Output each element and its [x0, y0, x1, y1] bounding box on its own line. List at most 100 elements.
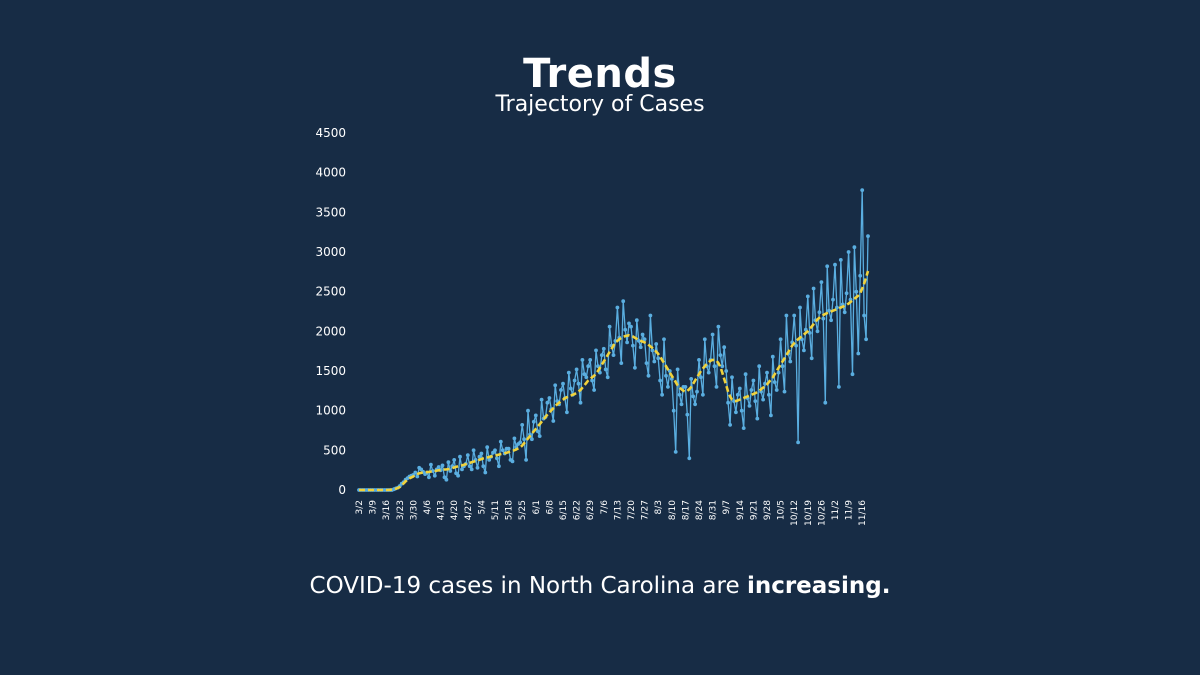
daily-case-point — [778, 337, 783, 342]
daily-case-point — [469, 467, 474, 472]
daily-case-point — [679, 402, 684, 407]
daily-case-point — [685, 412, 690, 417]
daily-case-point — [539, 397, 544, 402]
x-axis: 3/2 3/9 3/16 3/23 3/30 4/6 4/13 4/20 4/27 5/4 5/11… — [355, 500, 868, 526]
daily-case-point — [716, 324, 721, 329]
daily-case-point — [477, 454, 482, 459]
daily-case-point — [458, 454, 462, 459]
daily-case-point — [642, 337, 647, 342]
chart-subtitle: Trajectory of Cases — [495, 92, 705, 117]
daily-case-point — [547, 396, 552, 400]
daily-case-point — [770, 354, 775, 359]
daily-case-point — [440, 463, 445, 468]
daily-case-point — [837, 385, 841, 389]
daily-case-point — [436, 465, 441, 469]
daily-case-point — [817, 310, 822, 315]
daily-case-point — [518, 440, 523, 445]
daily-case-point — [788, 359, 793, 364]
caption-emphasis: increasing. — [746, 573, 891, 599]
daily-case-point — [815, 329, 820, 334]
daily-case-point — [512, 436, 517, 441]
daily-case-point — [465, 453, 470, 457]
x-tick-label: 5/4 — [477, 500, 487, 515]
x-tick-label: 3/2 — [355, 500, 365, 514]
daily-case-point — [588, 358, 593, 362]
daily-case-point — [615, 305, 620, 310]
daily-case-point — [415, 474, 420, 479]
daily-case-point — [852, 245, 857, 250]
daily-case-point — [500, 448, 505, 453]
x-tick-label: 3/30 — [409, 500, 419, 520]
daily-case-point — [821, 316, 826, 321]
daily-case-point — [755, 416, 760, 421]
daily-case-point — [660, 392, 664, 397]
daily-case-point — [691, 394, 696, 399]
daily-case-point — [475, 465, 480, 470]
x-tick-label: 5/25 — [518, 500, 528, 520]
daily-case-point — [753, 399, 758, 403]
daily-case-point — [524, 458, 528, 462]
daily-case-point — [739, 408, 744, 413]
daily-case-point — [427, 475, 431, 480]
daily-case-point — [545, 400, 550, 405]
y-tick-label: 500 — [323, 443, 346, 457]
daily-case-point — [782, 389, 787, 394]
daily-case-point — [520, 423, 525, 427]
daily-case-point — [866, 234, 870, 239]
x-tick-label: 8/17 — [681, 500, 691, 520]
daily-case-point — [664, 373, 668, 378]
daily-case-point — [743, 372, 748, 377]
daily-case-point — [631, 343, 635, 348]
y-tick-label: 3000 — [315, 245, 346, 259]
x-tick-label: 6/1 — [532, 500, 542, 514]
daily-case-point — [831, 297, 835, 302]
x-tick-label: 8/24 — [695, 500, 705, 520]
daily-case-point — [652, 359, 657, 364]
x-tick-label: 5/11 — [491, 500, 501, 520]
x-tick-label: 9/7 — [722, 500, 732, 514]
daily-case-point — [413, 470, 418, 475]
daily-case-point — [650, 348, 655, 353]
daily-case-point — [644, 361, 649, 365]
daily-case-point — [605, 375, 610, 380]
x-tick-label: 11/9 — [845, 500, 855, 520]
x-tick-label: 4/6 — [423, 500, 433, 515]
daily-case-point — [568, 386, 573, 391]
daily-cases-line — [359, 189, 869, 491]
daily-case-point — [592, 388, 596, 392]
daily-case-point — [757, 364, 762, 369]
daily-case-point — [565, 410, 569, 415]
daily-case-point — [677, 392, 682, 397]
x-tick-label: 8/31 — [709, 500, 719, 520]
daily-case-point — [675, 367, 680, 372]
x-tick-label: 6/29 — [586, 500, 596, 520]
daily-case-point — [712, 364, 717, 369]
daily-case-point — [582, 372, 587, 377]
daily-case-point — [444, 477, 449, 482]
x-tick-label: 9/14 — [736, 500, 746, 520]
x-tick-label: 3/16 — [382, 500, 392, 520]
daily-case-point — [456, 473, 460, 478]
daily-case-point — [578, 400, 583, 405]
daily-case-point — [823, 400, 828, 405]
daily-case-point — [741, 426, 746, 430]
daily-case-point — [452, 458, 457, 462]
y-tick-label: 2000 — [315, 324, 346, 338]
daily-case-point — [533, 413, 538, 418]
y-tick-label: 3500 — [315, 205, 346, 219]
daily-case-point — [844, 291, 849, 296]
average-cases-line — [359, 270, 870, 492]
daily-case-point — [776, 370, 781, 375]
x-tick-label: 6/22 — [573, 500, 583, 520]
x-tick-label: 11/16 — [858, 500, 868, 526]
daily-case-point — [829, 318, 833, 323]
daily-case-point — [726, 400, 730, 405]
daily-case-point — [728, 423, 732, 427]
daily-case-point — [629, 324, 633, 329]
daily-case-point — [493, 448, 497, 453]
daily-case-point — [864, 337, 868, 342]
daily-case-point — [531, 419, 536, 424]
daily-case-point — [638, 345, 643, 350]
daily-case-point — [429, 462, 433, 467]
chart-title: Trends — [523, 51, 677, 97]
